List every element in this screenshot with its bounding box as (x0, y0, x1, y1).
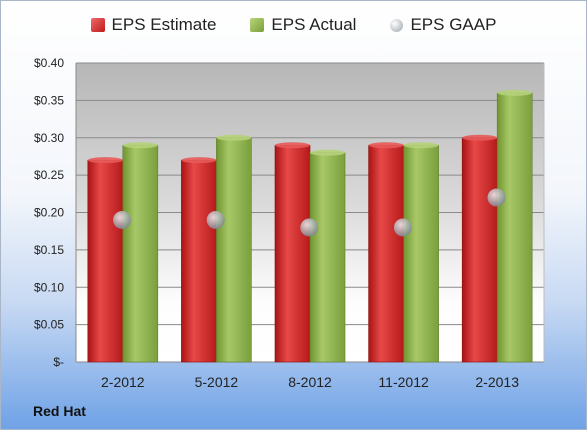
bar-eps-actual (122, 144, 159, 363)
chart-legend: EPS Estimate EPS Actual EPS GAAP (1, 15, 586, 35)
y-tick-label: $0.15 (34, 243, 64, 257)
bar-eps-estimate (461, 137, 498, 363)
bar-eps-estimate (87, 159, 124, 363)
bar-eps-estimate (274, 144, 311, 363)
bar-eps-actual (496, 92, 533, 363)
bar-cap-actual (403, 142, 439, 149)
y-tick-label: $0.40 (34, 56, 64, 70)
x-tick-label: 2-2012 (101, 374, 145, 390)
legend-label-gaap: EPS GAAP (410, 15, 497, 34)
bar-cap-estimate (87, 157, 123, 164)
bar-eps-actual (216, 137, 252, 363)
bar-cap-estimate (181, 157, 217, 164)
x-tick-label: 11-2012 (378, 374, 429, 390)
marker-eps-gaap (206, 210, 225, 229)
y-tick-label: $0.05 (34, 318, 64, 332)
x-tick-label: 2-2013 (475, 374, 519, 390)
bar-eps-actual (309, 152, 346, 363)
marker-eps-gaap (487, 188, 506, 207)
bar-cap-actual (310, 149, 345, 156)
y-tick-label: $- (53, 355, 64, 369)
legend-swatch-actual (250, 18, 265, 32)
legend-label-actual: EPS Actual (271, 15, 357, 34)
bar-eps-estimate (181, 159, 217, 363)
legend-swatch-estimate (90, 18, 105, 32)
company-name: Red Hat (33, 403, 86, 419)
y-tick-label: $0.20 (34, 206, 64, 220)
legend-label-estimate: EPS Estimate (111, 15, 217, 34)
bar-cap-actual (216, 134, 252, 141)
x-tick-label: 5-2012 (195, 374, 239, 390)
bar-cap-estimate (462, 134, 498, 141)
marker-eps-gaap (300, 218, 319, 237)
bar-cap-estimate (368, 142, 404, 149)
bar-eps-actual (403, 144, 439, 363)
bar-cap-estimate (275, 142, 310, 149)
y-tick-label: $0.10 (34, 280, 64, 294)
legend-item-gaap: EPS GAAP (390, 15, 496, 35)
y-tick-label: $0.25 (34, 168, 64, 182)
legend-swatch-gaap (390, 18, 404, 32)
marker-eps-gaap (393, 218, 412, 237)
marker-eps-gaap (113, 210, 132, 229)
legend-item-estimate: EPS Estimate (90, 15, 217, 35)
bar-eps-estimate (368, 144, 404, 363)
y-tick-label: $0.35 (34, 93, 64, 107)
y-tick-label: $0.30 (34, 131, 64, 145)
bar-cap-actual (122, 142, 158, 149)
bar-cap-actual (497, 89, 533, 96)
x-tick-label: 8-2012 (288, 374, 332, 390)
legend-item-actual: EPS Actual (250, 15, 356, 35)
